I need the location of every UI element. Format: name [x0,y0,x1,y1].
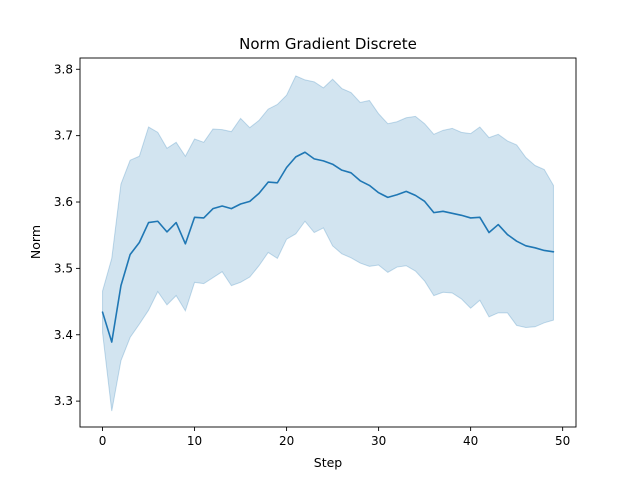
x-tick-label: 50 [555,434,570,448]
x-tick-label: 30 [371,434,386,448]
series-line-0 [101,151,555,343]
x-tick-label: 20 [279,434,294,448]
chart-title: Norm Gradient Discrete [239,35,417,53]
x-tick-label: 10 [187,434,202,448]
y-tick-label: 3.6 [54,195,73,209]
x-axis-label: Step [314,455,343,470]
y-tick-label: 3.3 [54,394,73,408]
x-tick-label: 0 [99,434,107,448]
confidence-band-0 [102,75,554,412]
plot-frame [79,57,577,428]
y-tick-label: 3.8 [54,62,73,76]
y-axis-label: Norm [28,225,43,259]
x-tick-label: 40 [463,434,478,448]
y-tick-label: 3.4 [54,328,73,342]
y-tick-label: 3.5 [54,261,73,275]
y-tick-label: 3.7 [54,129,73,143]
